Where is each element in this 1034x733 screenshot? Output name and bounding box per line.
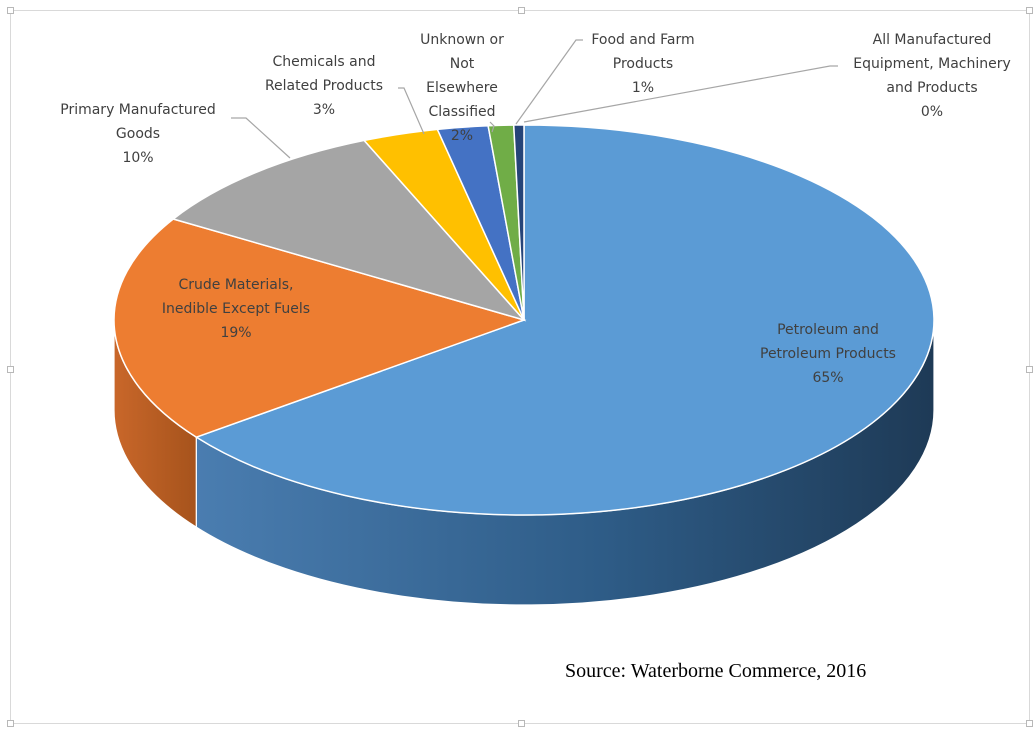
data-label-percent-4: 2% bbox=[451, 128, 473, 144]
data-label-5-line-1: Products bbox=[613, 56, 673, 72]
data-label-percent-6: 0% bbox=[921, 104, 943, 120]
data-label-2-line-0: Primary Manufactured bbox=[60, 102, 215, 118]
data-label-3-line-0: Chemicals and bbox=[272, 54, 375, 70]
data-label-4-line-1: Not bbox=[450, 56, 475, 72]
resize-handle-top-right[interactable] bbox=[1026, 7, 1033, 14]
data-label-0-line-0: Petroleum and bbox=[777, 322, 879, 338]
leader-line-4 bbox=[489, 121, 495, 133]
data-label-5-line-0: Food and Farm bbox=[591, 32, 694, 48]
pie-slice-0[interactable] bbox=[194, 124, 935, 516]
data-label-4-line-2: Elsewhere bbox=[426, 80, 498, 96]
data-label-4-line-0: Unknown or bbox=[420, 32, 504, 48]
resize-handle-bottom-right[interactable] bbox=[1026, 720, 1033, 727]
resize-handle-bottom[interactable] bbox=[518, 720, 525, 727]
data-label-percent-0: 65% bbox=[812, 370, 843, 386]
data-label-percent-2: 10% bbox=[122, 150, 153, 166]
data-label-1-line-1: Inedible Except Fuels bbox=[162, 301, 310, 317]
data-label-3-line-1: Related Products bbox=[265, 78, 383, 94]
data-label-6-line-1: Equipment, Machinery bbox=[853, 56, 1011, 72]
data-label-2-line-1: Goods bbox=[116, 126, 160, 142]
data-label-percent-5: 1% bbox=[632, 80, 654, 96]
pie-slice-1[interactable] bbox=[113, 218, 527, 438]
data-label-4-line-3: Classified bbox=[428, 104, 495, 120]
leader-lines bbox=[231, 39, 838, 159]
data-labels: Petroleum and Petroleum Products 65% Crude … bbox=[60, 32, 1011, 386]
data-label-1-line-0: Crude Materials, bbox=[179, 277, 294, 293]
leader-line-6 bbox=[523, 65, 838, 123]
data-label-6-line-2: and Products bbox=[886, 80, 977, 96]
pie-slice-2[interactable] bbox=[171, 139, 527, 322]
pie-tops bbox=[113, 124, 935, 516]
resize-handle-top[interactable] bbox=[518, 7, 525, 14]
data-label-percent-3: 3% bbox=[313, 102, 335, 118]
resize-handle-bottom-left[interactable] bbox=[7, 720, 14, 727]
source-note: Source: Waterborne Commerce, 2016 bbox=[565, 660, 866, 682]
chart-frame bbox=[7, 7, 1033, 727]
leader-line-5 bbox=[515, 39, 583, 125]
resize-handle-left[interactable] bbox=[7, 366, 14, 373]
resize-handle-top-left[interactable] bbox=[7, 7, 14, 14]
leader-line-3 bbox=[398, 87, 425, 135]
pie-slice-6[interactable] bbox=[512, 124, 525, 321]
leader-line-2 bbox=[231, 117, 291, 159]
data-label-0-line-1: Petroleum Products bbox=[760, 346, 896, 362]
data-label-6-line-0: All Manufactured bbox=[873, 32, 992, 48]
data-label-percent-1: 19% bbox=[220, 325, 251, 341]
resize-handle-right[interactable] bbox=[1026, 366, 1033, 373]
